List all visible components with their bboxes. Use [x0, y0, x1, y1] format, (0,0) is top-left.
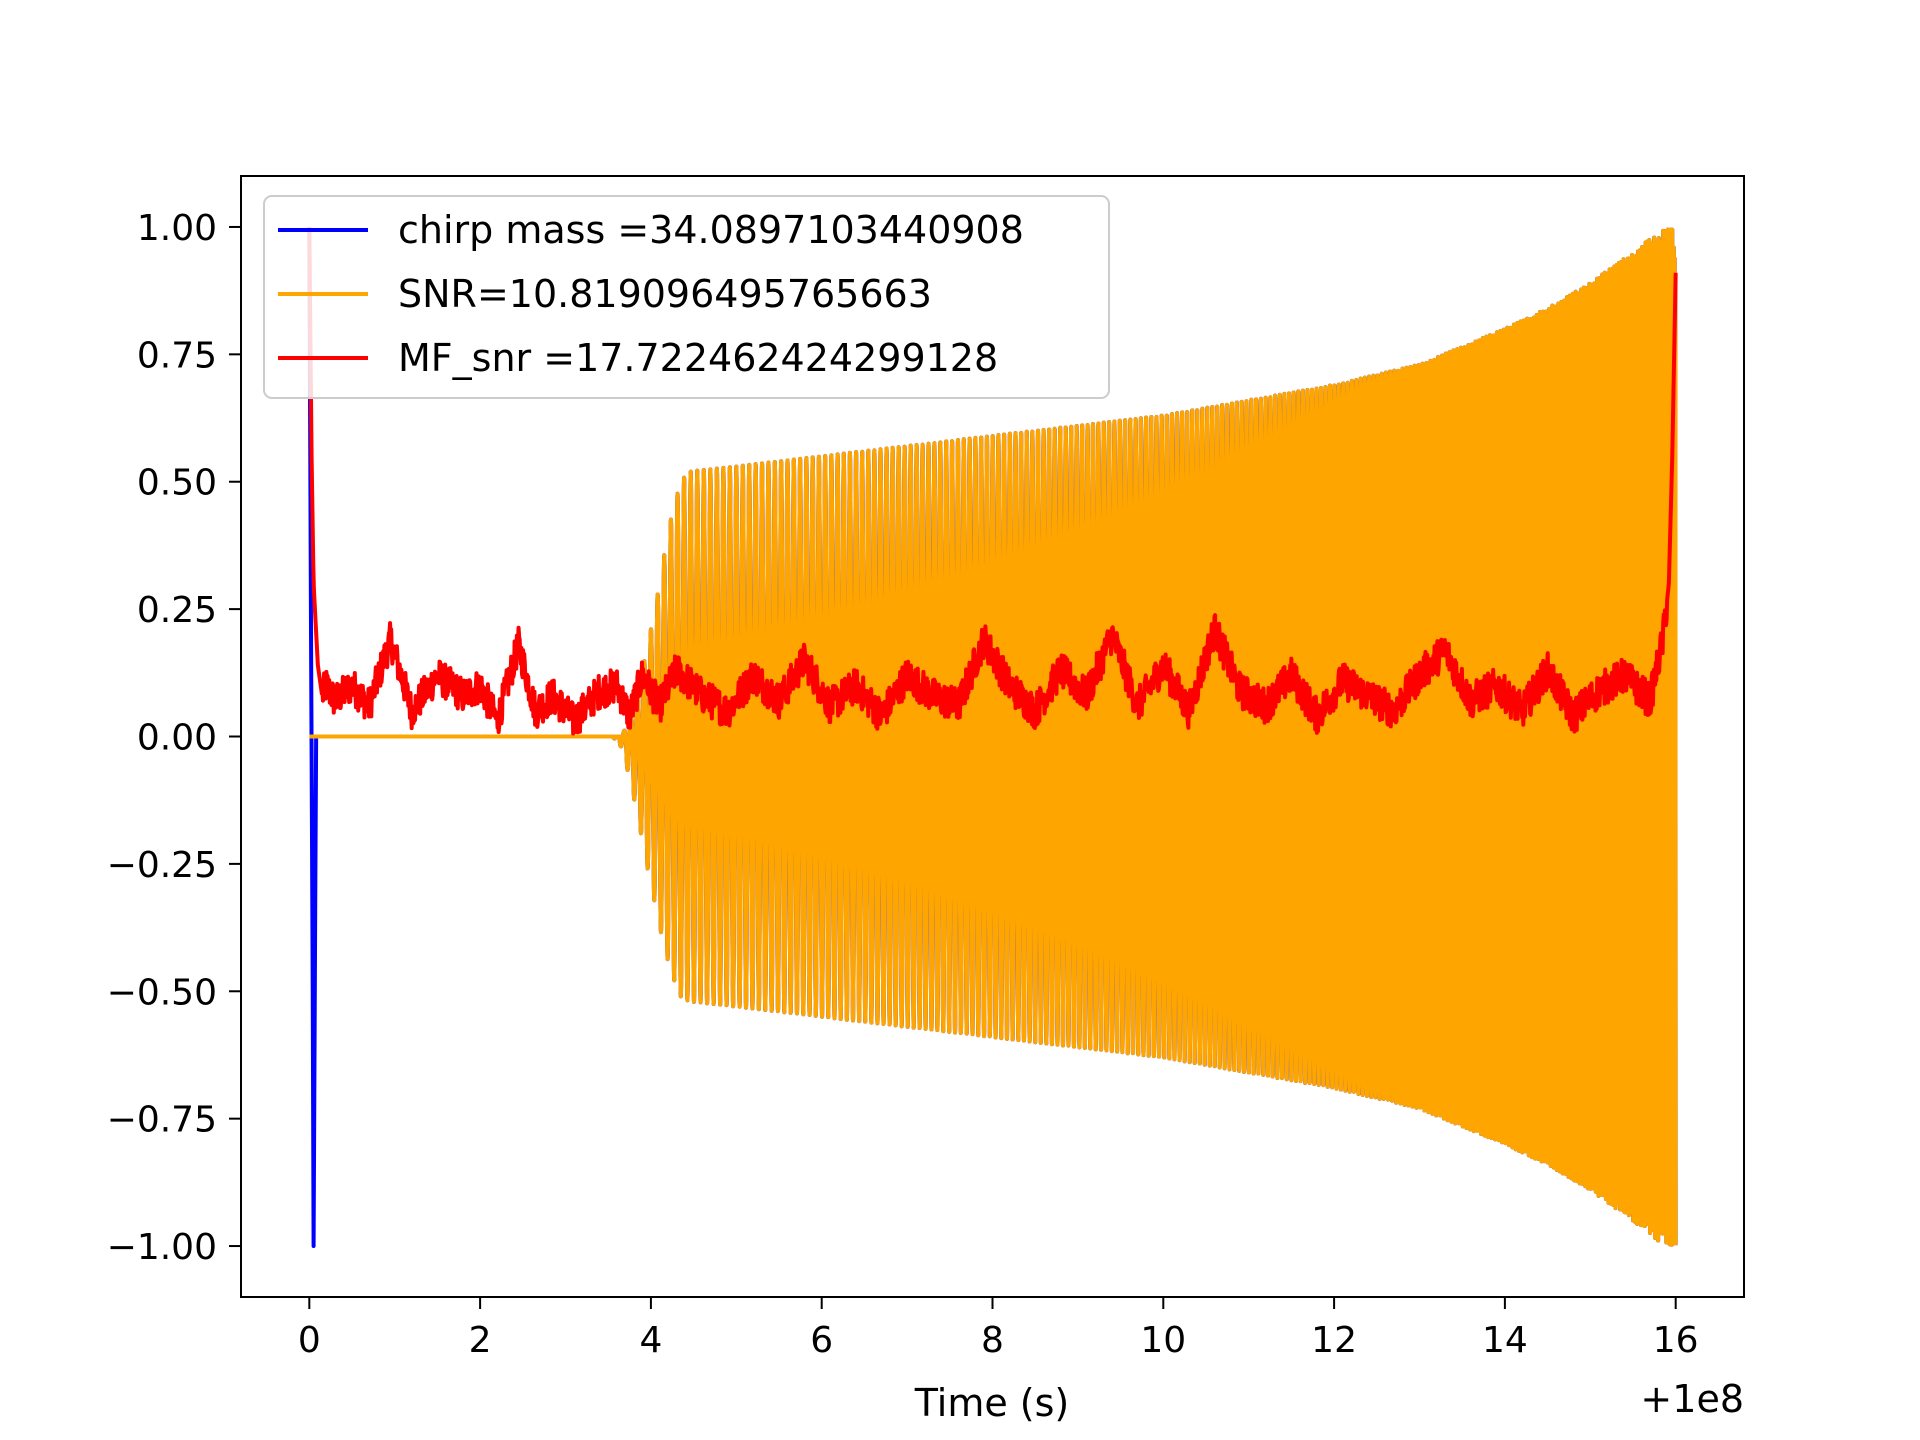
legend-label-mf-snr: MF_snr =17.722462424299128: [398, 336, 998, 380]
x-tick-label-0: 0: [298, 1320, 321, 1361]
y-tick-label-7: −0.75: [107, 1100, 217, 1141]
x-axis: 0 2 4 6 8 10 12 14 16: [298, 1297, 1699, 1361]
x-axis-title: Time (s): [914, 1381, 1070, 1425]
legend-label-chirp: chirp mass =34.0897103440908: [398, 208, 1024, 252]
legend-box: [263, 195, 1110, 399]
x-tick-label-10: 10: [1140, 1320, 1186, 1361]
x-tick-label-12: 12: [1311, 1320, 1357, 1361]
series-layer: [307, 226, 1678, 1249]
y-tick-label-4: 0.00: [137, 718, 217, 759]
y-tick-label-3: 0.25: [137, 590, 217, 631]
y-tick-label-0: 1.00: [137, 208, 217, 249]
y-tick-label-1: 0.75: [137, 335, 217, 376]
y-axis: 1.00 0.75 0.50 0.25 0.00 −0.25 −0.50 −0.75 −1.00: [107, 208, 241, 1268]
x-tick-label-16: 16: [1653, 1320, 1699, 1361]
y-tick-label-5: −0.25: [107, 845, 217, 886]
legend: chirp mass =34.0897103440908 SNR=10.8190…: [263, 195, 1110, 399]
y-tick-label-2: 0.50: [137, 463, 217, 504]
x-axis-offset-label: +1e8: [1640, 1377, 1744, 1421]
legend-label-snr: SNR=10.819096495765663: [398, 272, 932, 316]
x-tick-label-8: 8: [981, 1320, 1004, 1361]
x-tick-label-6: 6: [810, 1320, 833, 1361]
x-tick-label-14: 14: [1482, 1320, 1528, 1361]
x-tick-label-4: 4: [639, 1320, 662, 1361]
y-tick-label-6: −0.50: [107, 972, 217, 1013]
series-mf-snr-line: [307, 226, 1678, 736]
y-tick-label-8: −1.00: [107, 1227, 217, 1268]
x-tick-label-2: 2: [469, 1320, 492, 1361]
